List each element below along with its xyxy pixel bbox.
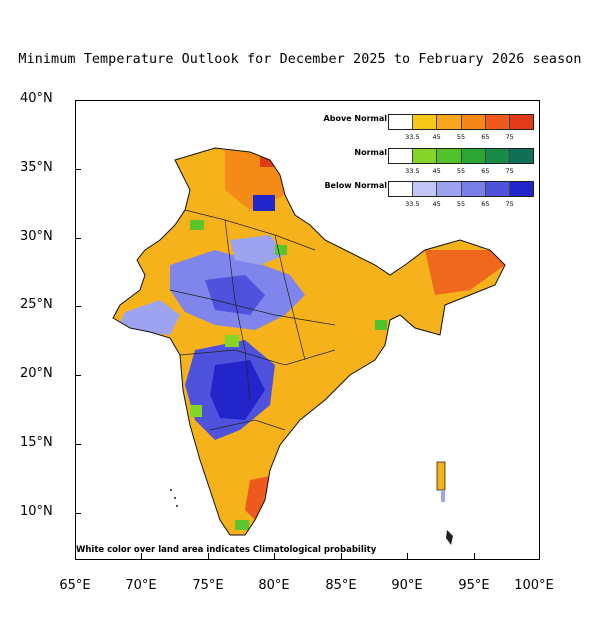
lon-label-75: 75°E [192,578,224,593]
legend-below-normal: Below Normal 33.5 45 55 65 75 [300,181,540,211]
y-tick [75,238,81,239]
legend-label: Above Normal [323,114,387,123]
legend-ticks: 33.5 45 55 65 75 [388,133,534,143]
legend-tick: 45 [432,133,441,141]
legend-tick: 65 [481,133,490,141]
lat-label-20: 20°N [20,366,53,381]
legend-tick: 55 [456,200,466,208]
x-tick [141,553,142,559]
climatology-note: White color over land area indicates Cli… [76,545,377,555]
legend-colorbar [388,148,534,164]
lat-label-40: 40°N [20,91,53,106]
legend-swatch [412,149,437,163]
y-tick [75,169,81,170]
legend-swatch [389,149,413,163]
y-tick [75,375,81,376]
lon-label-70: 70°E [125,578,157,593]
legend-ticks: 33.5 45 55 65 75 [388,200,534,210]
legend-swatch [484,115,509,129]
india-outlook-map [112,147,506,545]
map-frame [75,100,540,560]
lon-label-95: 95°E [458,578,490,593]
legend-swatch [484,149,509,163]
legend-swatch [436,115,461,129]
legend-label: Below Normal [324,181,387,190]
legend-tick: 55 [456,133,466,141]
map-title: Minimum Temperature Outlook for December… [18,52,582,67]
legend-tick: 45 [432,200,441,208]
legend-swatch [460,182,485,196]
lat-label-35: 35°N [20,160,53,175]
legend-swatch [460,149,485,163]
legend-swatch [508,182,534,196]
y-tick [75,306,81,307]
x-tick [474,553,475,559]
legend-swatch [436,149,461,163]
lat-label-25: 25°N [20,297,53,312]
lon-label-90: 90°E [391,578,423,593]
legend-swatch [412,182,437,196]
legend-tick: 55 [456,167,466,175]
legend-tick: 75 [505,167,514,175]
legend-tick: 75 [505,200,514,208]
legend-normal: Normal 33.5 45 55 65 75 [300,148,540,178]
lon-label-85: 85°E [325,578,357,593]
legend-tick: 33.5 [405,167,420,175]
y-tick [75,513,81,514]
lon-label-65: 65°E [59,578,91,593]
legend-colorbar [388,181,534,197]
lon-label-80: 80°E [258,578,290,593]
legend-swatch [389,182,413,196]
legend-swatch [436,182,461,196]
lon-label-100: 100°E [514,578,554,593]
lat-label-15: 15°N [20,435,53,450]
legend-swatch [484,182,509,196]
legend-tick: 33.5 [405,200,420,208]
y-tick [75,444,81,445]
lat-label-30: 30°N [20,229,53,244]
legend-tick: 45 [432,167,441,175]
legend-ticks: 33.5 45 55 65 75 [388,167,534,177]
x-tick [407,553,408,559]
legend-above-normal: Above Normal 33.5 45 55 65 75 [300,114,540,144]
x-tick [341,553,342,559]
legend-swatch [508,149,534,163]
legend-colorbar [388,114,534,130]
legend-tick: 65 [481,200,490,208]
lat-label-10: 10°N [20,504,53,519]
legend-label: Normal [354,148,387,157]
legend-tick: 33.5 [405,133,420,141]
legend-swatch [508,115,534,129]
x-tick [274,553,275,559]
legend-swatch [460,115,485,129]
legend-tick: 65 [481,167,490,175]
legend-swatch [412,115,437,129]
x-tick [208,553,209,559]
legend-tick: 75 [505,133,514,141]
legend-swatch [389,115,413,129]
